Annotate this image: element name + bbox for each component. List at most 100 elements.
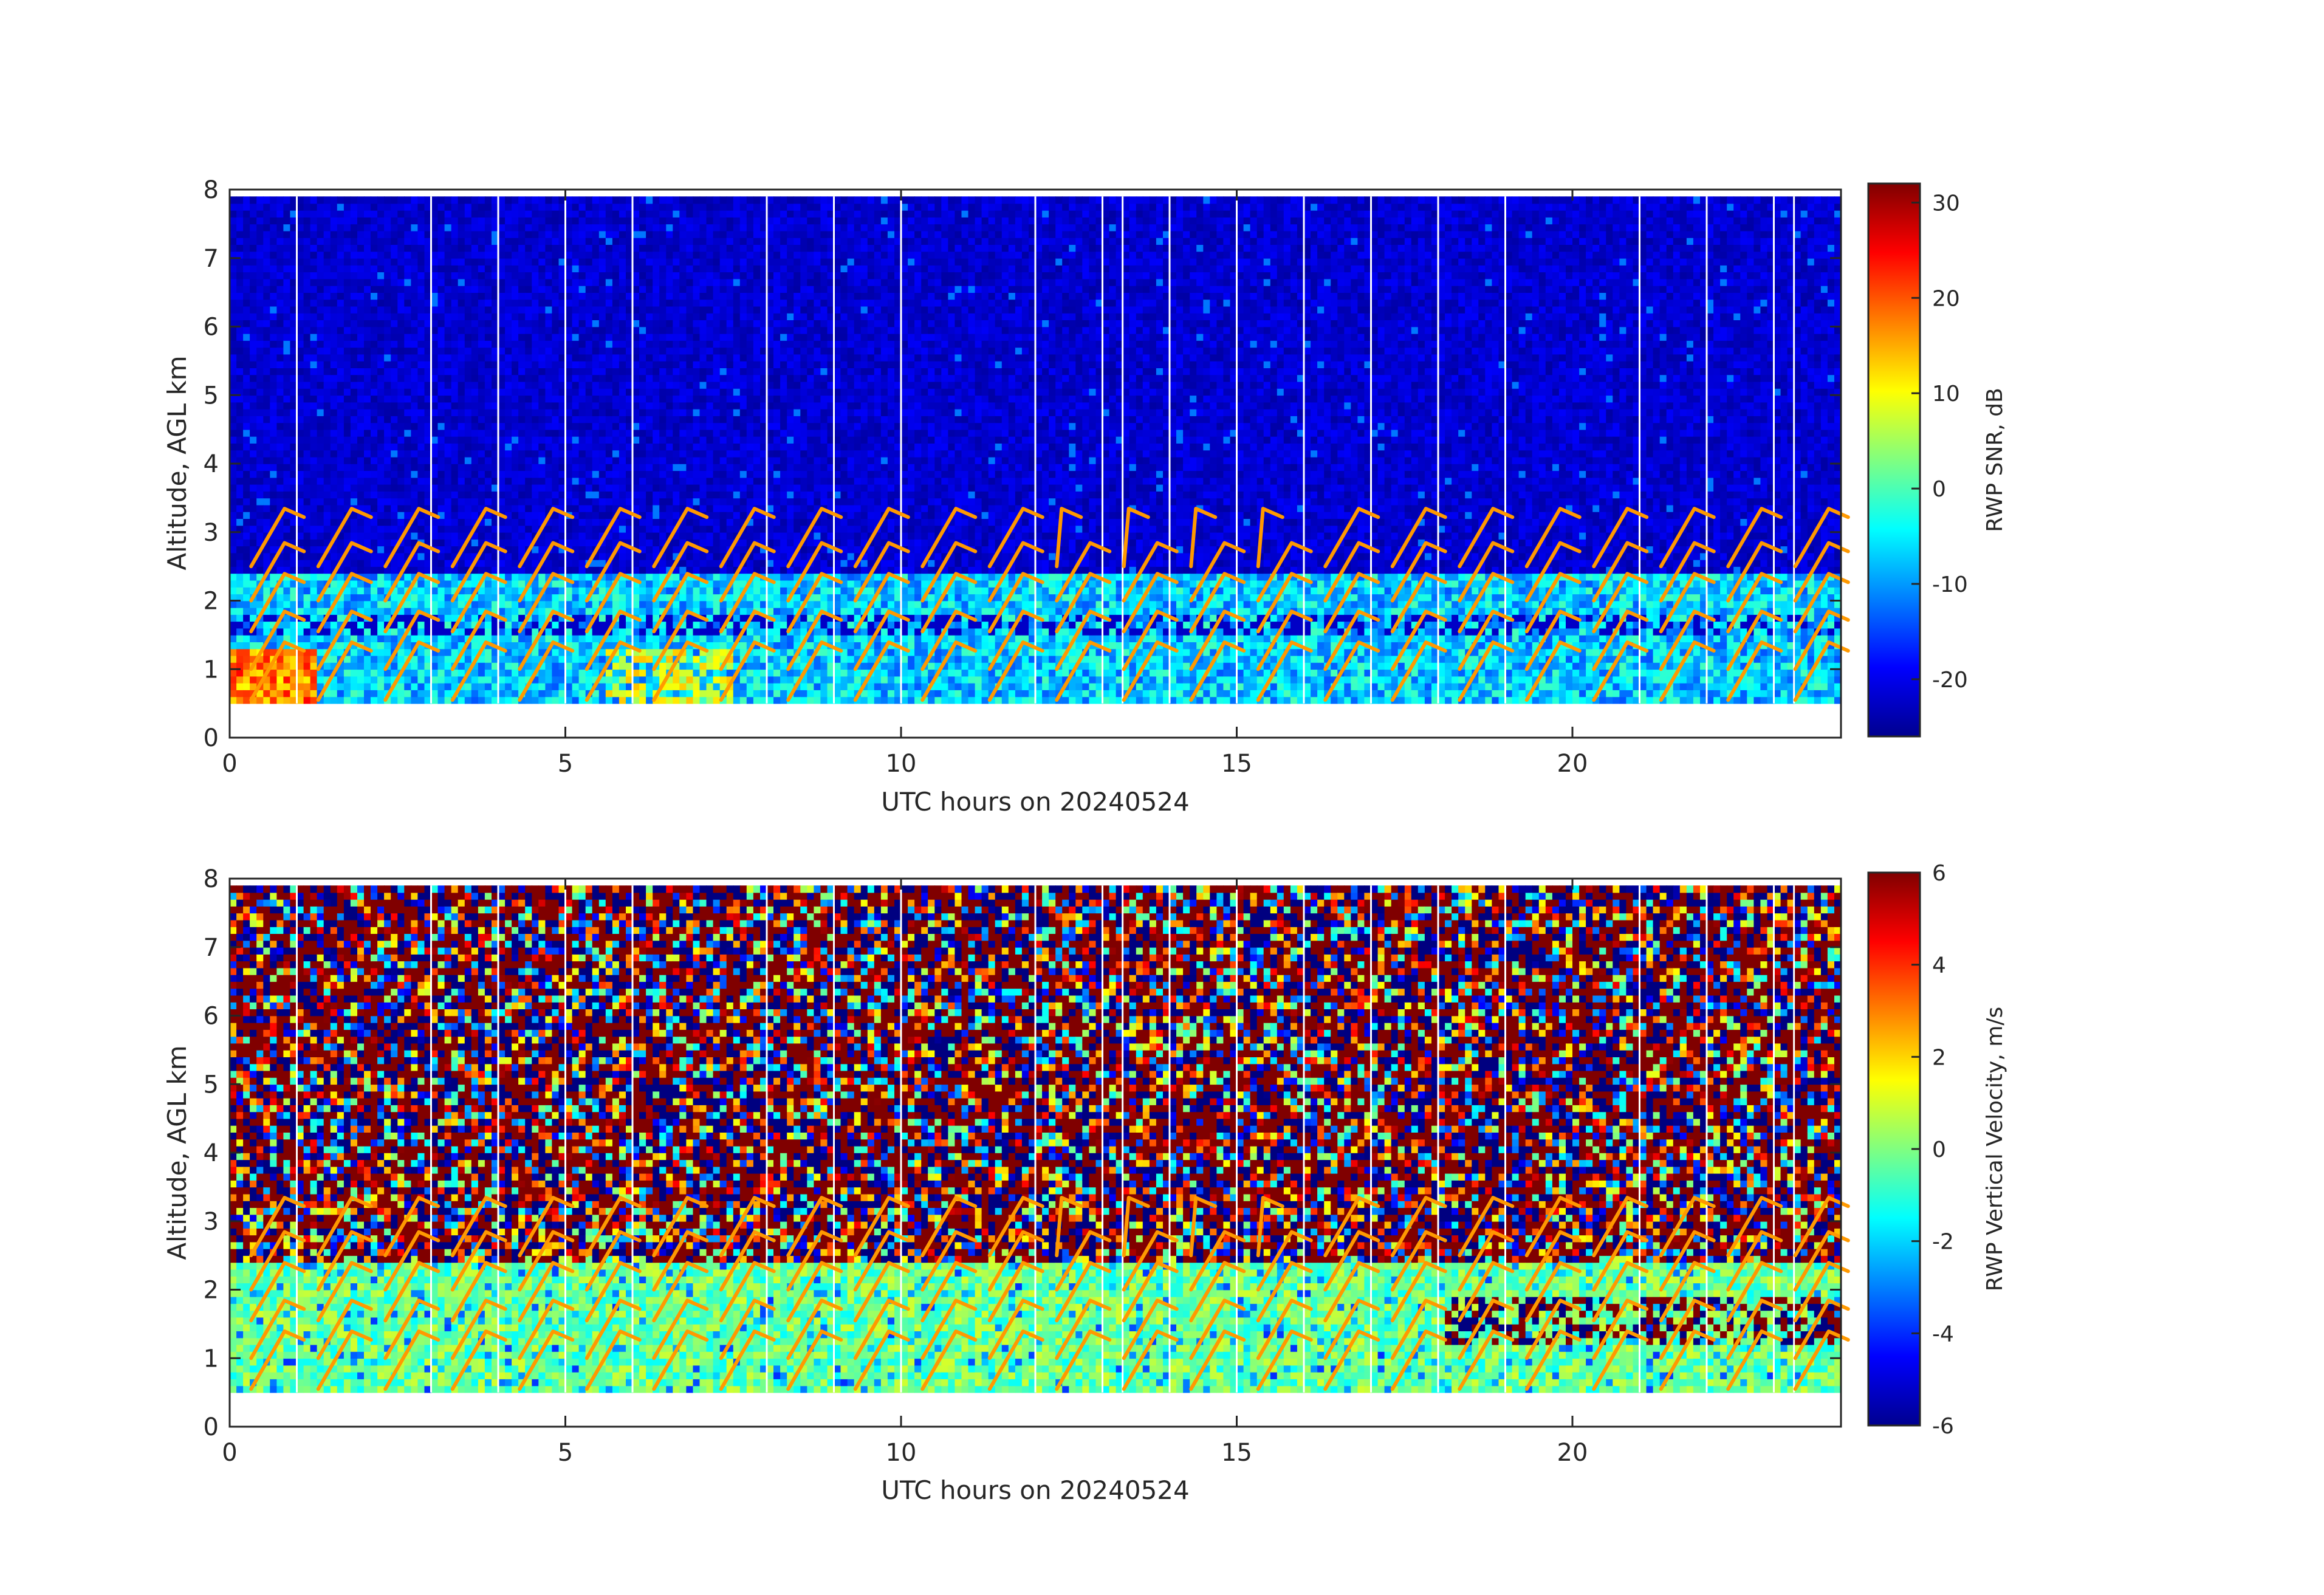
heatmap-cell <box>391 299 398 306</box>
heatmap-cell <box>545 374 552 382</box>
heatmap-cell <box>337 292 344 300</box>
heatmap-cell <box>599 217 606 224</box>
heatmap-cell <box>364 299 371 306</box>
heatmap-cell <box>445 573 452 580</box>
heatmap-cell <box>445 204 452 211</box>
heatmap-cell <box>445 669 452 676</box>
heatmap-cell <box>572 539 580 546</box>
heatmap-cell <box>606 484 613 492</box>
heatmap-cell <box>552 409 559 416</box>
heatmap-cell <box>310 696 318 704</box>
heatmap-cell <box>612 252 620 259</box>
heatmap-cell <box>270 484 277 492</box>
heatmap-cell <box>243 443 250 450</box>
heatmap-cell <box>445 690 452 697</box>
heatmap-cell <box>512 422 519 430</box>
heatmap-cell <box>344 361 351 368</box>
heatmap-cell <box>324 231 331 238</box>
heatmap-cell <box>538 238 546 245</box>
heatmap-cell <box>256 422 264 430</box>
heatmap-cell <box>404 498 411 505</box>
heatmap-cell <box>351 416 358 423</box>
heatmap-cell <box>256 409 264 416</box>
heatmap-cell <box>572 409 580 416</box>
heatmap-cell <box>230 395 237 402</box>
heatmap-cell <box>250 279 257 286</box>
heatmap-cell <box>599 354 606 362</box>
heatmap-cell <box>612 238 620 245</box>
heatmap-cell <box>417 292 425 300</box>
heatmap-cell <box>331 512 338 519</box>
heatmap-cell <box>331 553 338 560</box>
heatmap-cell <box>632 374 640 382</box>
heatmap-cell <box>505 553 512 560</box>
heatmap-cell <box>465 361 472 368</box>
heatmap-cell <box>579 299 586 306</box>
heatmap-cell <box>397 470 405 478</box>
heatmap-cell <box>599 272 606 279</box>
heatmap-cell <box>592 601 600 608</box>
heatmap-cell <box>250 539 257 546</box>
heatmap-cell <box>243 327 250 334</box>
heatmap-cell <box>351 648 358 656</box>
heatmap-cell <box>458 306 465 314</box>
heatmap-cell <box>512 395 519 402</box>
heatmap-cell <box>263 512 270 519</box>
heatmap-cell <box>619 244 626 252</box>
heatmap-cell <box>512 470 519 478</box>
heatmap-cell <box>445 642 452 649</box>
heatmap-cell <box>250 491 257 498</box>
heatmap-cell <box>619 553 626 560</box>
heatmap-cell <box>431 265 439 272</box>
heatmap-cell <box>451 286 459 293</box>
heatmap-cell <box>485 457 492 464</box>
heatmap-cell <box>324 601 331 608</box>
heatmap-cell <box>471 313 479 320</box>
heatmap-cell <box>317 409 324 416</box>
heatmap-cell <box>304 422 311 430</box>
heatmap-cell <box>525 313 532 320</box>
heatmap-cell <box>397 313 405 320</box>
heatmap-cell <box>518 532 526 540</box>
heatmap-cell <box>304 443 311 450</box>
heatmap-cell <box>357 258 365 266</box>
heatmap-cell <box>606 313 613 320</box>
heatmap-cell <box>411 244 418 252</box>
heatmap-cell <box>438 662 445 670</box>
heatmap-cell <box>478 265 485 272</box>
heatmap-cell <box>586 306 593 314</box>
heatmap-cell <box>263 388 270 396</box>
heatmap-cell <box>230 334 237 341</box>
heatmap-cell <box>317 354 324 362</box>
heatmap-cell <box>230 313 237 320</box>
heatmap-cell <box>324 279 331 286</box>
heatmap-cell <box>465 436 472 444</box>
heatmap-cell <box>478 334 485 341</box>
heatmap-cell <box>572 621 580 628</box>
heatmap-cell <box>512 505 519 512</box>
heatmap-cell <box>391 388 398 396</box>
heatmap-cell <box>357 422 365 430</box>
heatmap-cell <box>512 560 519 567</box>
heatmap-cell <box>236 374 244 382</box>
heatmap-cell <box>518 676 526 684</box>
heatmap-cell <box>250 258 257 266</box>
heatmap-cell <box>572 450 580 458</box>
heatmap-cell <box>397 656 405 663</box>
heatmap-cell <box>525 340 532 348</box>
heatmap-cell <box>612 210 620 218</box>
heatmap-cell <box>445 696 452 704</box>
heatmap-cell <box>304 621 311 628</box>
heatmap-cell <box>364 457 371 464</box>
heatmap-cell <box>579 526 586 533</box>
heatmap-cell <box>331 614 338 622</box>
heatmap-cell <box>586 258 593 266</box>
heatmap-cell <box>438 669 445 676</box>
heatmap-cell <box>451 484 459 492</box>
heatmap-cell <box>632 258 640 266</box>
heatmap-cell <box>498 238 506 245</box>
heatmap-cell <box>592 628 600 636</box>
heatmap-cell <box>566 669 573 676</box>
heatmap-cell <box>263 470 270 478</box>
heatmap-cell <box>351 196 358 204</box>
